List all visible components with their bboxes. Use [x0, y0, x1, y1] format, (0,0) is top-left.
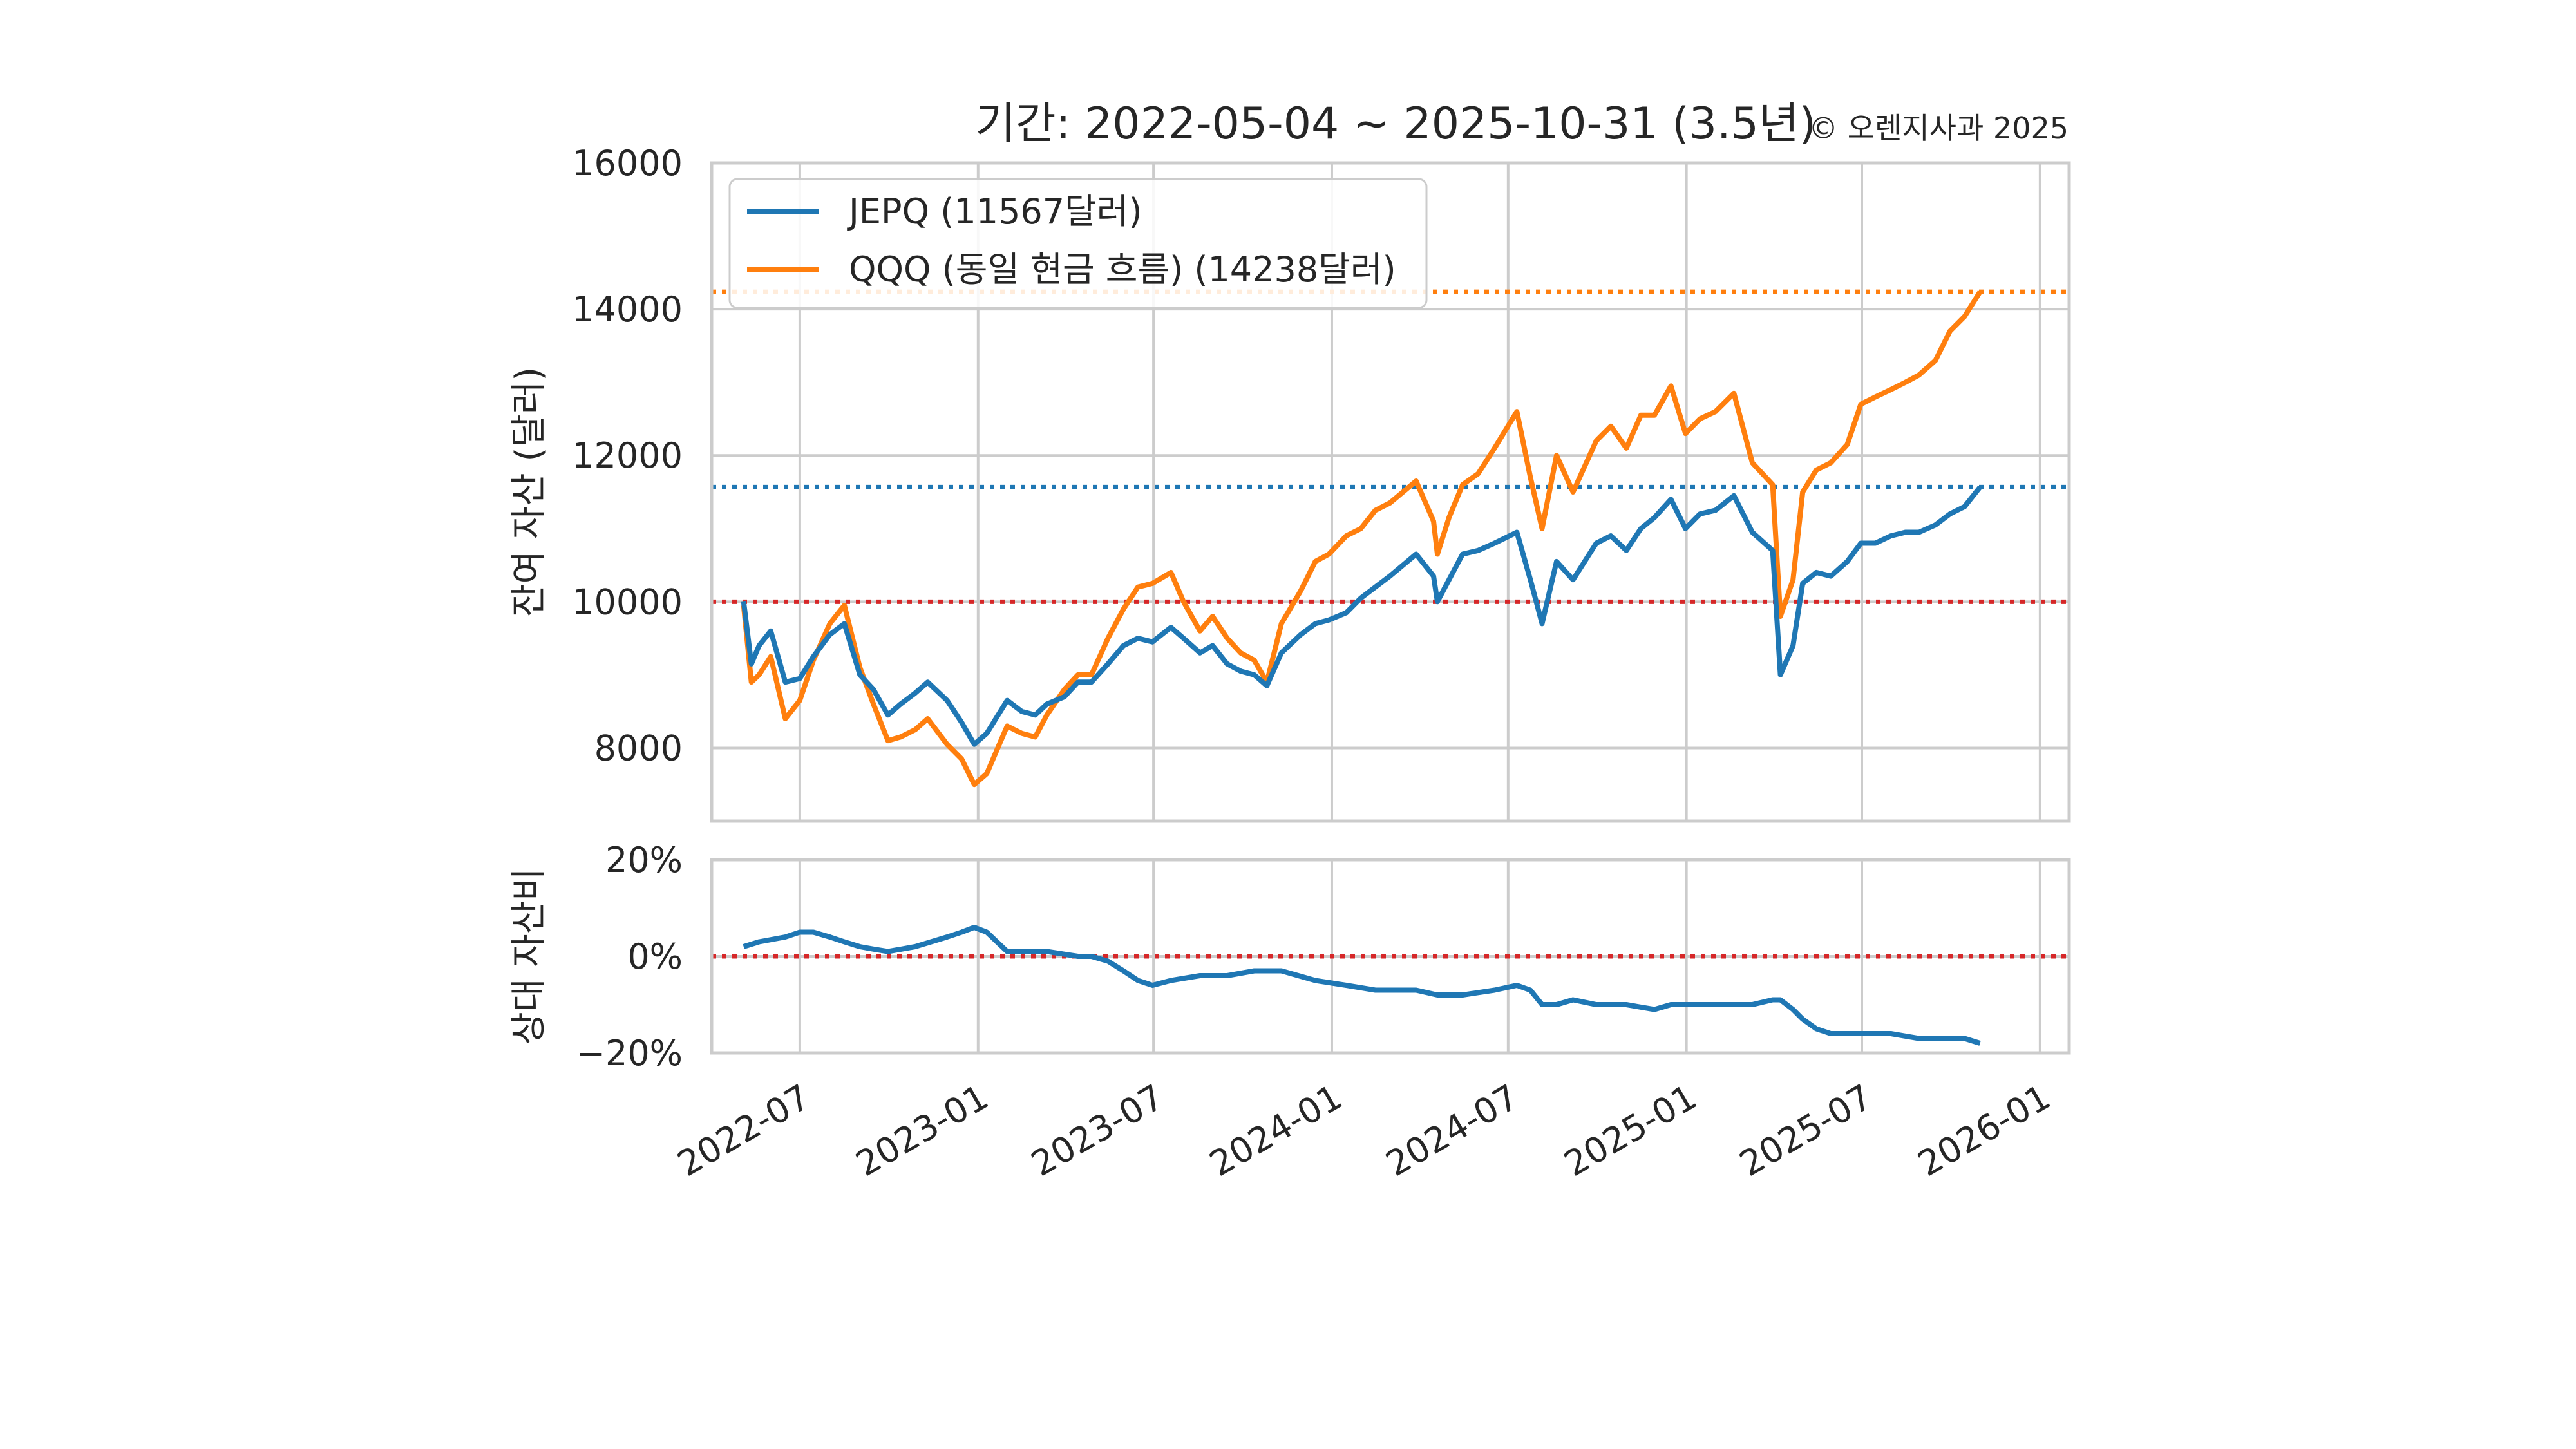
bottom-y-axis-label: 상대 자산비 [508, 867, 550, 1045]
top-y-tick-label: 12000 [572, 435, 683, 476]
bottom-y-tick-label: −20% [576, 1033, 683, 1074]
bottom-y-tick-label: 20% [605, 840, 683, 880]
top-y-tick-label: 14000 [572, 289, 683, 330]
relative-ratio-line [743, 925, 1981, 1046]
legend: JEPQ (11567달러) QQQ (동일 현금 흐름) (14238달러) [728, 178, 1428, 309]
top-y-tick-label: 10000 [572, 582, 683, 622]
legend-box [728, 178, 1428, 309]
top-y-tick-label: 16000 [572, 143, 683, 184]
legend-jepq-label: JEPQ (11567달러) [847, 191, 1142, 232]
top-y-tick-label: 8000 [594, 728, 683, 768]
top-y-tick-labels: 8000 10000 12000 14000 16000 [572, 143, 683, 768]
top-frame [710, 161, 2071, 823]
bottom-series [743, 925, 1981, 1046]
top-y-axis-label: 잔여 자산 (달러) [508, 367, 550, 617]
bottom-y-tick-labels: −20% 0% 20% [576, 840, 683, 1074]
copyright-note: © 오렌지사과 2025 [1808, 111, 2069, 146]
bottom-frame [710, 858, 2071, 1055]
qqq-line [741, 290, 1982, 788]
chart-title: 기간: 2022-05-04 ~ 2025-10-31 (3.5년) [975, 99, 1816, 149]
jepq-line [741, 485, 1982, 747]
top-series [741, 290, 1982, 788]
bottom-panel: −20%0%20% 2022-07 2023-01 2023-07 2024-01 20… [508, 840, 2071, 1184]
top-panel: 8000 10000 12000 14000 16000 잔여 자산 (달러) JEPQ… [508, 143, 2071, 823]
bottom-y-tick-label: 0% [627, 936, 683, 977]
legend-qqq-label: QQQ (동일 현금 흐름) (14238달러) [849, 249, 1396, 290]
